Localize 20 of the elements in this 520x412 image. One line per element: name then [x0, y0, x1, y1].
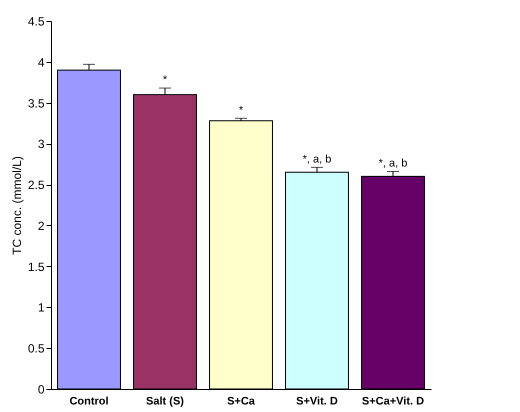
y-tick-label: 1 — [38, 300, 45, 315]
annotation: *, a, b — [302, 153, 332, 166]
y-tick-label: 0.5 — [28, 342, 45, 356]
annotation: * — [238, 104, 244, 116]
y-tick-label: 4 — [38, 55, 45, 70]
x-tick-label: S+Ca+Vit. D — [362, 396, 424, 408]
y-tick-label: 2 — [38, 218, 45, 233]
y-tick-label: 1.5 — [28, 260, 45, 274]
x-tick-label: S+Ca — [227, 396, 256, 408]
y-tick-label: 4.5 — [28, 14, 45, 28]
x-tick-label: Control — [69, 396, 109, 408]
y-tick-label: 2.5 — [28, 178, 45, 192]
x-tick-label: Salt (S) — [146, 396, 184, 408]
y-tick-label: 3.5 — [28, 96, 45, 110]
y-tick-label: 3 — [38, 137, 45, 152]
y-tick-label: 0 — [38, 382, 45, 396]
annotation: *, a, b — [378, 157, 408, 170]
x-tick-label: S+Vit. D — [296, 396, 338, 408]
annotation: * — [162, 74, 168, 86]
y-axis-title: TC conc. (mmol/L) — [10, 156, 24, 255]
